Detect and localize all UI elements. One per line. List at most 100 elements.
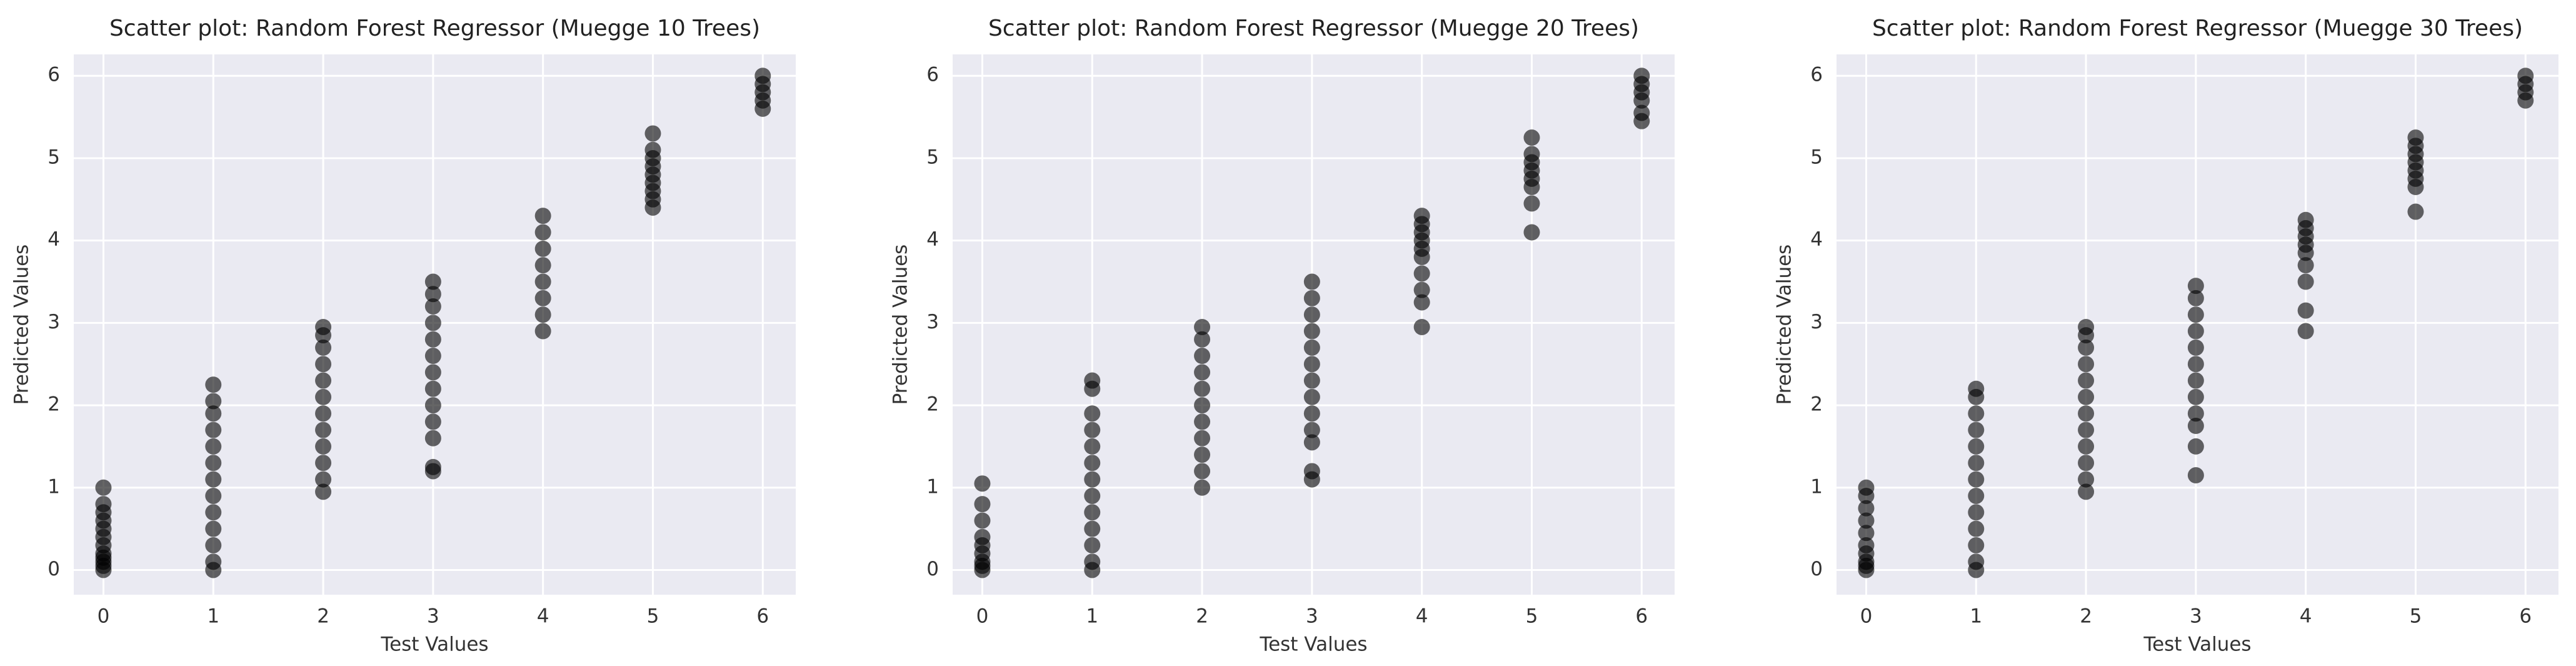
- point: [1413, 265, 1430, 282]
- point: [1303, 463, 1320, 480]
- point: [1194, 463, 1211, 480]
- y-axis-label: Predicted Values: [1773, 245, 1796, 405]
- point: [2078, 421, 2095, 438]
- point: [2078, 356, 2095, 373]
- point: [534, 273, 551, 290]
- x-axis-label: Test Values: [1259, 633, 1367, 656]
- y-tick-label: 5: [48, 146, 60, 168]
- x-tick-label: 0: [1860, 605, 1873, 628]
- y-tick-label: 3: [1810, 311, 1823, 333]
- point: [2187, 278, 2204, 295]
- point: [424, 286, 441, 303]
- x-tick-label: 1: [207, 605, 219, 628]
- point: [315, 471, 332, 488]
- y-tick-label: 4: [1810, 228, 1823, 251]
- panel: 0 1 2 3 4 5 6 0 1 2 3 4 5 6 Scatter plot: Random Fores…: [11, 16, 796, 656]
- point: [95, 496, 112, 513]
- y-tick-label: 1: [926, 475, 939, 498]
- x-tick-label: 6: [756, 605, 769, 628]
- point: [1084, 421, 1101, 438]
- point: [1084, 438, 1101, 455]
- point: [2078, 372, 2095, 389]
- x-tick-label: 5: [647, 605, 659, 628]
- point: [1303, 306, 1320, 323]
- x-tick-label: 4: [2300, 605, 2312, 628]
- point: [1633, 104, 1650, 121]
- point: [1194, 479, 1211, 496]
- x-tick-label: 1: [1086, 605, 1098, 628]
- point: [2297, 257, 2314, 274]
- point: [1968, 520, 1985, 537]
- point: [1968, 537, 1985, 553]
- point: [2187, 372, 2204, 389]
- point: [205, 405, 222, 422]
- x-tick-label: 0: [98, 605, 110, 628]
- point: [644, 141, 661, 158]
- x-axis-label: Test Values: [2143, 633, 2251, 656]
- point: [2297, 302, 2314, 319]
- point: [1523, 195, 1540, 212]
- point: [2078, 339, 2095, 356]
- point: [1968, 553, 1985, 570]
- point: [1303, 323, 1320, 340]
- y-tick-label: 1: [1810, 475, 1823, 498]
- point: [974, 512, 991, 529]
- point: [205, 393, 222, 410]
- x-tick-label: 3: [427, 605, 439, 628]
- point: [1194, 413, 1211, 430]
- point: [2407, 203, 2424, 220]
- point: [424, 348, 441, 365]
- y-axis-label: Predicted Values: [11, 245, 33, 405]
- point: [1084, 520, 1101, 537]
- x-tick-label: 5: [2410, 605, 2422, 628]
- point: [315, 421, 332, 438]
- point: [315, 339, 332, 356]
- point: [2187, 388, 2204, 405]
- y-tick-label: 5: [926, 146, 939, 168]
- point: [534, 208, 551, 225]
- point: [424, 331, 441, 348]
- point: [1084, 553, 1101, 570]
- point: [1303, 356, 1320, 373]
- point: [205, 553, 222, 570]
- point: [534, 240, 551, 257]
- point: [1968, 504, 1985, 521]
- point: [1194, 318, 1211, 335]
- point: [1303, 434, 1320, 451]
- point: [974, 528, 991, 545]
- point: [534, 224, 551, 241]
- point: [1858, 512, 1875, 529]
- point: [1084, 405, 1101, 422]
- point: [1523, 129, 1540, 146]
- point: [1968, 487, 1985, 504]
- point: [1968, 455, 1985, 472]
- panel: 0 1 2 3 4 5 6 0 1 2 3 4 5 6 Scatter plot: Random Fores…: [890, 16, 1675, 656]
- point: [534, 306, 551, 323]
- point: [1084, 537, 1101, 553]
- point: [2187, 405, 2204, 422]
- point: [424, 380, 441, 397]
- point: [644, 125, 661, 142]
- point: [1084, 471, 1101, 488]
- point: [2187, 339, 2204, 356]
- point: [424, 397, 441, 414]
- point: [534, 323, 551, 340]
- y-tick-label: 0: [1810, 558, 1823, 580]
- point: [2187, 323, 2204, 340]
- point: [1303, 339, 1320, 356]
- point: [315, 483, 332, 500]
- y-tick-label: 0: [926, 558, 939, 580]
- point: [1968, 405, 1985, 422]
- point: [1633, 68, 1650, 84]
- point: [1303, 405, 1320, 422]
- point: [205, 455, 222, 472]
- point: [424, 315, 441, 331]
- point: [1303, 421, 1320, 438]
- point: [2078, 405, 2095, 422]
- y-tick-label: 4: [48, 228, 60, 251]
- y-tick-label: 3: [48, 311, 60, 333]
- point: [2078, 438, 2095, 455]
- point: [1858, 500, 1875, 517]
- point: [1523, 224, 1540, 241]
